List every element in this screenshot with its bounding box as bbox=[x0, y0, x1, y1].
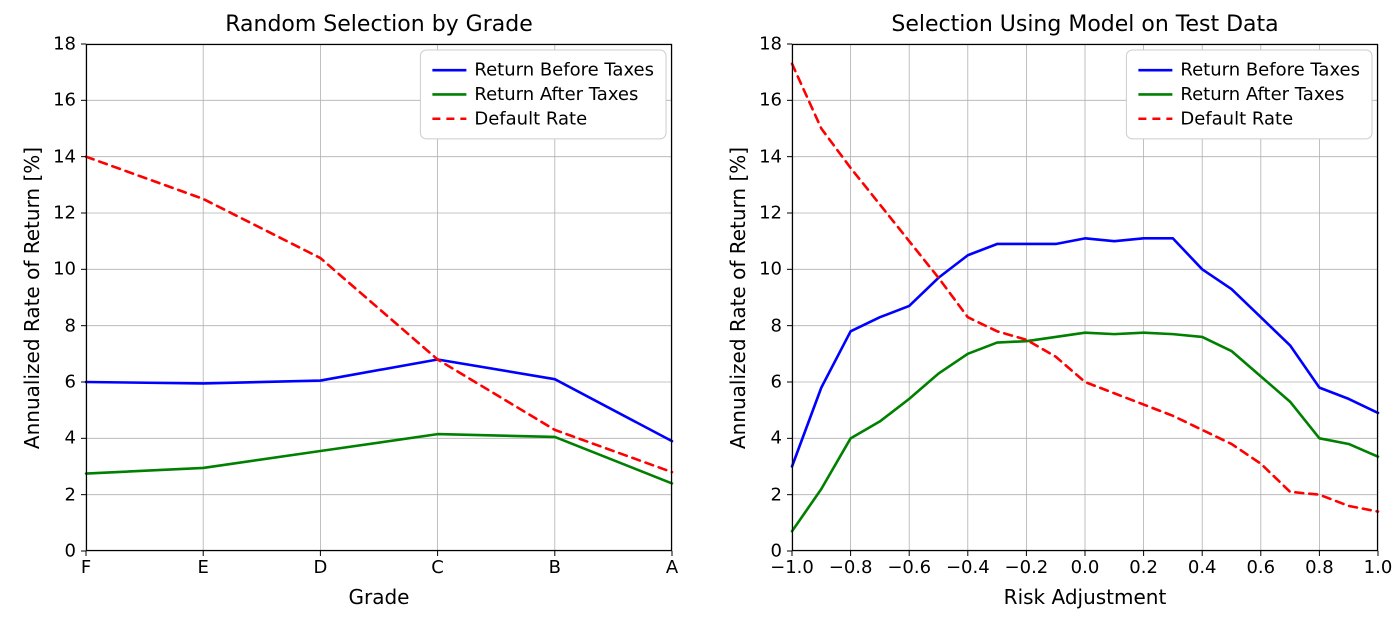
x-tick-label: −0.6 bbox=[887, 557, 931, 578]
x-tick-label: −0.8 bbox=[829, 557, 873, 578]
chart-title: Selection Using Model on Test Data bbox=[792, 12, 1378, 37]
y-tick-label: 6 bbox=[65, 372, 76, 393]
y-tick-label: 14 bbox=[53, 146, 76, 167]
y-tick-label: 8 bbox=[771, 315, 782, 336]
y-tick-label: 8 bbox=[65, 315, 76, 336]
x-tick-label: 1.0 bbox=[1364, 557, 1393, 578]
y-tick-label: 18 bbox=[53, 34, 76, 55]
x-tick-label: B bbox=[549, 557, 561, 578]
y-tick-label: 2 bbox=[771, 484, 782, 505]
y-tick-label: 12 bbox=[759, 203, 782, 224]
x-tick-label: 0.8 bbox=[1305, 557, 1334, 578]
chart-svg: Return Before Taxes Return After Taxes Def… bbox=[792, 44, 1378, 551]
legend-label: Default Rate bbox=[474, 108, 587, 129]
y-tick-label: 0 bbox=[65, 541, 76, 562]
legend-label: Return Before Taxes bbox=[1180, 60, 1360, 81]
figure: Return Before Taxes Return After Taxes Def… bbox=[0, 0, 1400, 623]
y-tick-label: 10 bbox=[759, 259, 782, 280]
x-tick-label: C bbox=[431, 557, 444, 578]
y-tick-label: 4 bbox=[65, 428, 76, 449]
legend-label: Return After Taxes bbox=[1180, 84, 1344, 105]
legend-label: Return After Taxes bbox=[474, 84, 638, 105]
x-tick-label: 0.0 bbox=[1071, 557, 1100, 578]
x-tick-label: D bbox=[313, 557, 327, 578]
x-axis-label: Grade bbox=[349, 585, 410, 609]
chart-panel-left: Return Before Taxes Return After Taxes Def… bbox=[86, 44, 672, 551]
chart-svg: Return Before Taxes Return After Taxes Def… bbox=[86, 44, 672, 551]
y-tick-label: 16 bbox=[53, 90, 76, 111]
legend: Return Before Taxes Return After Taxes Def… bbox=[420, 50, 666, 139]
legend-label: Default Rate bbox=[1180, 108, 1293, 129]
y-tick-label: 18 bbox=[759, 34, 782, 55]
x-tick-label: F bbox=[81, 557, 91, 578]
y-tick-label: 2 bbox=[65, 484, 76, 505]
y-tick-label: 6 bbox=[771, 372, 782, 393]
y-tick-label: 4 bbox=[771, 428, 782, 449]
y-axis-label: Annualized Rate of Return [%] bbox=[20, 146, 44, 448]
y-axis-label: Annualized Rate of Return [%] bbox=[726, 146, 750, 448]
x-tick-label: 0.2 bbox=[1129, 557, 1158, 578]
x-tick-label: E bbox=[198, 557, 209, 578]
y-tick-label: 14 bbox=[759, 146, 782, 167]
x-tick-label: A bbox=[666, 557, 678, 578]
chart-panel-right: Return Before Taxes Return After Taxes Def… bbox=[792, 44, 1378, 551]
x-tick-label: −0.4 bbox=[946, 557, 990, 578]
y-tick-label: 0 bbox=[771, 541, 782, 562]
y-tick-label: 12 bbox=[53, 203, 76, 224]
legend: Return Before Taxes Return After Taxes Def… bbox=[1126, 50, 1372, 139]
x-axis-label: Risk Adjustment bbox=[1004, 585, 1167, 609]
x-tick-label: 0.4 bbox=[1188, 557, 1217, 578]
y-tick-label: 16 bbox=[759, 90, 782, 111]
legend-label: Return Before Taxes bbox=[474, 60, 654, 81]
chart-title: Random Selection by Grade bbox=[86, 12, 672, 37]
x-tick-label: −0.2 bbox=[1005, 557, 1049, 578]
y-tick-label: 10 bbox=[53, 259, 76, 280]
x-tick-label: 0.6 bbox=[1246, 557, 1275, 578]
